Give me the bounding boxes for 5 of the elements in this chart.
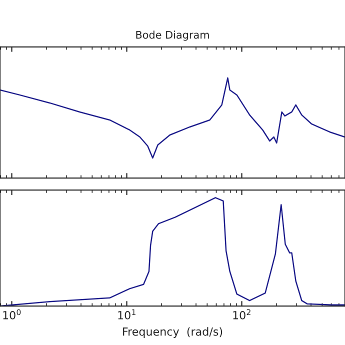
x-axis-title: Frequency (rad/s) <box>123 327 222 338</box>
x-tick-label: 10$^{0}$ <box>3 309 21 320</box>
x-tick-label: 10$^{2}$ <box>233 309 250 320</box>
x-tick-label: 10$^{1}$ <box>118 309 136 320</box>
chart-title: Bode Diagram <box>136 30 209 41</box>
